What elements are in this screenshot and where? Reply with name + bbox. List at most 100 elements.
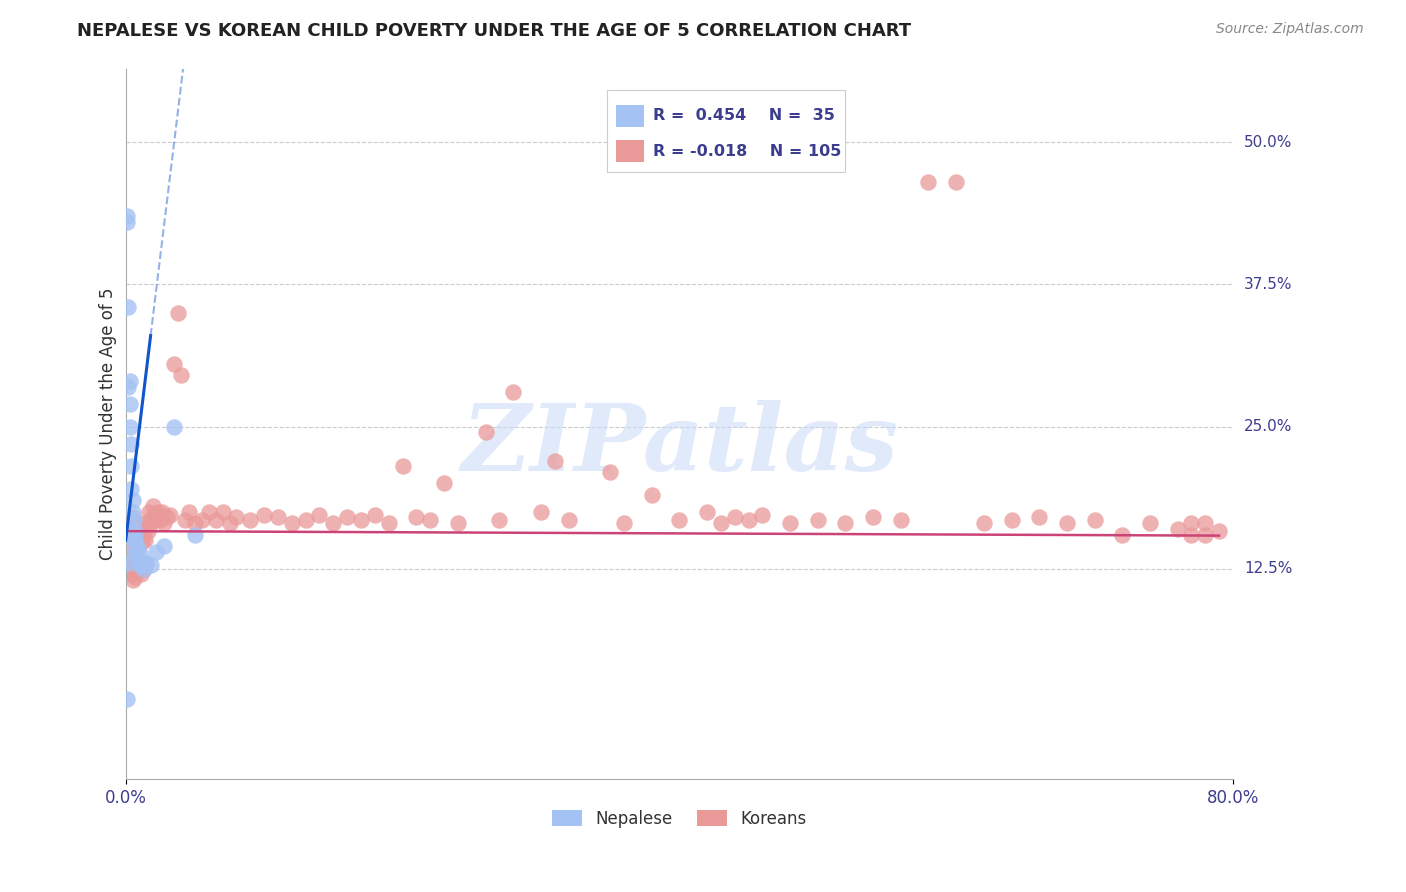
- Point: [124, 527, 146, 541]
- Point: [419, 513, 441, 527]
- Text: NEPALESE VS KOREAN CHILD POVERTY UNDER THE AGE OF 5 CORRELATION CHART: NEPALESE VS KOREAN CHILD POVERTY UNDER T…: [77, 22, 911, 40]
- Point: [267, 510, 290, 524]
- Point: [125, 550, 148, 565]
- Text: R =  0.454    N =  35: R = 0.454 N = 35: [652, 109, 835, 123]
- Text: Source: ZipAtlas.com: Source: ZipAtlas.com: [1216, 22, 1364, 37]
- Point: [163, 419, 186, 434]
- Point: [724, 510, 747, 524]
- Point: [139, 558, 162, 573]
- Point: [377, 516, 399, 531]
- Text: ZIPatlas: ZIPatlas: [461, 400, 898, 490]
- Point: [890, 513, 912, 527]
- Point: [128, 547, 150, 561]
- Point: [350, 513, 373, 527]
- Point: [145, 544, 167, 558]
- Point: [737, 513, 759, 527]
- Point: [281, 516, 304, 531]
- Point: [128, 558, 150, 573]
- Point: [1000, 513, 1022, 527]
- Point: [118, 397, 141, 411]
- Point: [138, 505, 160, 519]
- Point: [613, 516, 636, 531]
- Point: [211, 505, 233, 519]
- Point: [917, 175, 939, 189]
- Point: [115, 209, 138, 223]
- Point: [153, 539, 176, 553]
- Point: [135, 556, 157, 570]
- Point: [447, 516, 470, 531]
- Point: [125, 556, 148, 570]
- Point: [945, 175, 967, 189]
- Point: [127, 527, 149, 541]
- Point: [1194, 516, 1216, 531]
- Point: [163, 357, 186, 371]
- Point: [779, 516, 801, 531]
- Point: [1083, 513, 1105, 527]
- Point: [834, 516, 856, 531]
- Point: [121, 493, 143, 508]
- Y-axis label: Child Poverty Under the Age of 5: Child Poverty Under the Age of 5: [100, 287, 117, 560]
- Point: [322, 516, 344, 531]
- Point: [1208, 524, 1230, 538]
- Point: [710, 516, 733, 531]
- Point: [122, 513, 145, 527]
- Point: [131, 558, 153, 573]
- Point: [117, 380, 139, 394]
- Point: [544, 453, 567, 467]
- Bar: [616, 140, 644, 161]
- Point: [121, 510, 143, 524]
- Bar: [616, 105, 644, 127]
- Point: [118, 419, 141, 434]
- Legend: Nepalese, Koreans: Nepalese, Koreans: [546, 803, 814, 835]
- Point: [530, 505, 553, 519]
- Point: [132, 561, 155, 575]
- Point: [156, 510, 179, 524]
- Point: [149, 513, 172, 527]
- Point: [167, 306, 190, 320]
- Point: [115, 215, 138, 229]
- Point: [129, 554, 152, 568]
- Point: [1028, 510, 1050, 524]
- Point: [1167, 522, 1189, 536]
- Point: [141, 510, 163, 524]
- Text: R = -0.018    N = 105: R = -0.018 N = 105: [652, 144, 841, 159]
- Point: [191, 513, 214, 527]
- Point: [115, 692, 138, 706]
- Point: [502, 385, 524, 400]
- Point: [170, 368, 193, 383]
- Point: [1056, 516, 1078, 531]
- Point: [120, 516, 142, 531]
- Point: [128, 556, 150, 570]
- Point: [696, 505, 718, 519]
- Point: [117, 556, 139, 570]
- Point: [204, 513, 226, 527]
- Point: [120, 482, 142, 496]
- Point: [132, 561, 155, 575]
- Point: [807, 513, 830, 527]
- Point: [122, 527, 145, 541]
- Point: [127, 542, 149, 557]
- Point: [117, 300, 139, 314]
- Point: [179, 505, 201, 519]
- Point: [391, 459, 413, 474]
- Point: [862, 510, 884, 524]
- Point: [294, 513, 316, 527]
- Point: [125, 516, 148, 531]
- Point: [174, 513, 197, 527]
- Point: [118, 522, 141, 536]
- Point: [134, 533, 156, 548]
- Point: [124, 522, 146, 536]
- Point: [184, 516, 207, 531]
- Point: [117, 556, 139, 570]
- Point: [132, 527, 155, 541]
- Point: [1139, 516, 1161, 531]
- Point: [143, 513, 166, 527]
- Point: [308, 508, 330, 523]
- Point: [599, 465, 621, 479]
- Point: [124, 544, 146, 558]
- Point: [751, 508, 773, 523]
- FancyBboxPatch shape: [607, 90, 845, 171]
- Point: [253, 508, 276, 523]
- Point: [128, 522, 150, 536]
- Point: [336, 510, 359, 524]
